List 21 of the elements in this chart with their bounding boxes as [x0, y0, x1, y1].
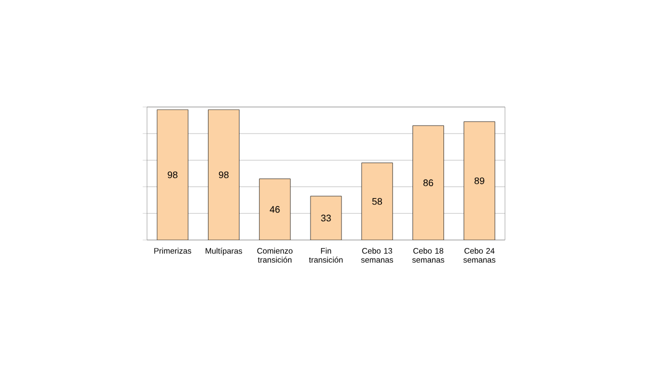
x-tick-label: Primerizas — [154, 248, 192, 254]
data-label: 89 — [474, 177, 484, 184]
data-label: 86 — [423, 179, 434, 186]
data-label: 58 — [372, 198, 382, 205]
bar — [156, 109, 188, 240]
data-label: 98 — [168, 171, 178, 178]
data-label: 46 — [270, 206, 280, 213]
bar — [310, 196, 342, 240]
bar — [361, 162, 393, 240]
bar — [412, 125, 444, 240]
x-tick-label: Fin transición — [309, 248, 343, 263]
bar — [464, 121, 496, 240]
data-label: 98 — [218, 171, 229, 178]
x-tick-label: Cebo 13 semanas — [361, 248, 394, 263]
bar — [259, 178, 291, 240]
x-tick-label: Multíparas — [206, 248, 242, 256]
x-tick-label: Cebo 18 semanas — [412, 248, 444, 263]
data-label: 33 — [321, 214, 331, 222]
x-tick-label: Comienzo transición — [257, 248, 293, 263]
bar — [208, 109, 240, 240]
x-tick-label: Cebo 24 semanas — [463, 248, 496, 263]
